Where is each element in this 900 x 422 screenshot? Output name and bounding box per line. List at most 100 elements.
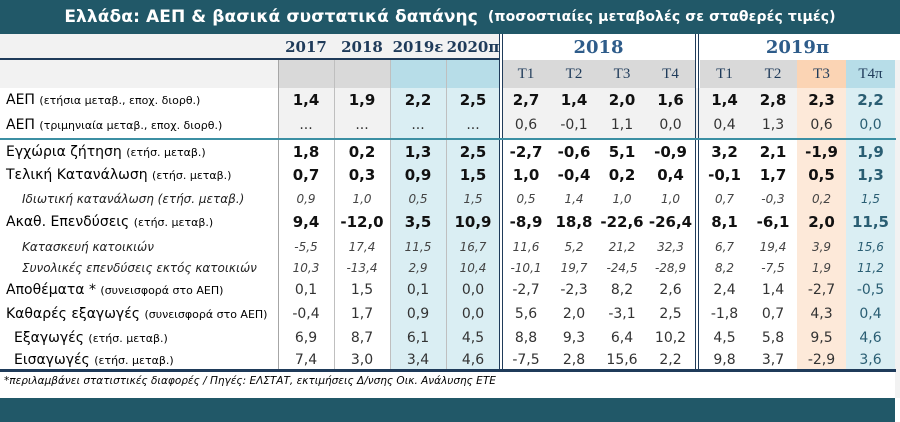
row-label-note: (ετήσ. μεταβ.): [133, 216, 214, 229]
table-row: Καθαρές εξαγωγές (συνεισφορά στο ΑΕΠ) -0,…: [0, 302, 900, 326]
q2019-t1-header: T1: [716, 66, 733, 82]
cell-value: ...: [411, 117, 425, 133]
cell-value: 5,1: [608, 143, 636, 161]
cell-value: 1,6: [657, 91, 684, 109]
cell-value: 1,4: [292, 91, 320, 109]
table-bottom-border: [0, 369, 896, 372]
col-header-2017: 2017: [285, 38, 327, 56]
cell-value: 3,6: [859, 352, 882, 368]
row-label-note: (ετήσια μεταβ., εποχ. διορθ.): [39, 94, 201, 107]
col-header-2019e: 2019ε: [392, 38, 444, 56]
q2019-t3-header: T3: [813, 66, 830, 82]
cell-value: 1,0: [612, 192, 632, 206]
row-label: Εξαγωγές (ετήσ. μεταβ.): [14, 326, 168, 351]
cell-value: 1,3: [761, 117, 785, 133]
cell-value: 6,7: [714, 240, 735, 254]
gdp-rows-bg-quarterly: [502, 88, 797, 138]
cell-value: 4,3: [810, 306, 833, 322]
cell-value: ...: [466, 117, 480, 133]
row-label-text: Εξαγωγές: [14, 330, 84, 346]
cell-value: 1,9: [348, 91, 376, 109]
quarter-header-row: T1 T2 T3 T4 T1 T2 T3 T4π: [0, 60, 900, 88]
cell-value: 3,4: [406, 352, 430, 368]
row-label-text: Τελική Κατανάλωση: [6, 167, 148, 183]
cell-value: 15,6: [606, 352, 638, 368]
cell-value: -7,5: [761, 261, 785, 275]
q2019-t4-header: T4π: [858, 66, 883, 82]
cell-value: 4,5: [461, 330, 485, 346]
cell-value: 2,9: [408, 261, 428, 275]
cell-value: 2,5: [459, 91, 487, 109]
right-edge: [895, 60, 900, 398]
q2019-t4-header-bg: [846, 60, 895, 88]
cell-value: -0,1: [708, 166, 741, 184]
row-label: Αποθέματα * (συνεισφορά στο ΑΕΠ): [6, 278, 223, 303]
cell-value: 7,4: [294, 352, 318, 368]
cell-value: 2,5: [659, 306, 682, 322]
cell-value: 0,5: [408, 192, 428, 206]
cell-value: -2,7: [512, 282, 540, 298]
cell-value: -3,1: [608, 306, 636, 322]
table-subtitle: (ποσοστιαίες μεταβολές σε σταθερές τιμές…: [487, 9, 836, 25]
cell-value: 2,0: [608, 91, 636, 109]
cell-value: 0,2: [608, 166, 636, 184]
cell-value: 3,2: [711, 143, 738, 161]
cell-value: 0,5: [808, 166, 835, 184]
table-row: ΑΕΠ (τριμηνιαία μεταβ., εποχ. διορθ.)...…: [0, 113, 900, 137]
cell-value: -2,3: [560, 282, 588, 298]
cell-value: -10,1: [510, 261, 542, 275]
cell-value: 3,7: [761, 352, 785, 368]
cell-value: 8,7: [350, 330, 374, 346]
cell-value: 9,4: [292, 213, 320, 231]
cell-value: 0,5: [516, 192, 536, 206]
cell-value: 2,6: [659, 282, 682, 298]
cell-value: 0,2: [348, 143, 376, 161]
cell-value: -0,4: [292, 306, 320, 322]
cell-value: 1,5: [463, 192, 483, 206]
group-divider-line: [499, 34, 503, 369]
cell-value: -26,4: [648, 213, 693, 231]
cell-value: 3,5: [404, 213, 432, 231]
cell-value: -0,4: [557, 166, 591, 184]
cell-value: 0,7: [292, 166, 320, 184]
cell-value: 1,9: [857, 143, 884, 161]
row-label: Τελική Κατανάλωση (ετήσ. μεταβ.): [6, 163, 231, 188]
cell-value: 4,6: [859, 330, 882, 346]
cell-value: 0,9: [406, 306, 430, 322]
cell-value: 2,8: [562, 352, 586, 368]
cell-value: 0,9: [404, 166, 432, 184]
cell-value: 2,2: [404, 91, 432, 109]
cell-value: -0,3: [761, 192, 785, 206]
row-label-note: (τριμηνιαία μεταβ., εποχ. διορθ.): [39, 119, 223, 132]
cell-value: 0,4: [713, 117, 736, 133]
cell-value: 0,7: [714, 192, 735, 206]
cell-value: 5,6: [514, 306, 538, 322]
row-label-note: (συνεισφορά στο ΑΕΠ): [144, 308, 268, 321]
cell-value: -2,7: [807, 282, 836, 298]
cell-value: 18,8: [555, 213, 593, 231]
cell-value: 15,6: [857, 240, 884, 254]
cell-value: -1,8: [710, 306, 739, 322]
cell-value: 2,5: [459, 143, 487, 161]
cell-value: 4,6: [461, 352, 485, 368]
row-label: Εισαγωγές (ετήσ. μεταβ.): [14, 348, 174, 373]
row-label: Εγχώρια ζήτηση (ετήσ. μεταβ.): [6, 140, 206, 165]
cell-value: 0,9: [296, 192, 316, 206]
table-row: Ακαθ. Επενδύσεις (ετήσ. μεταβ.) 9,4 -12,0 3…: [0, 210, 900, 234]
cell-value: 2,4: [713, 282, 736, 298]
cell-value: 2,0: [562, 306, 586, 322]
grid-line: [278, 60, 279, 369]
row-label-note: (ετήσ. μεταβ.): [94, 354, 174, 367]
cell-value: 0,1: [294, 282, 318, 298]
cell-value: 0,0: [859, 117, 882, 133]
cell-value: 2,8: [759, 91, 787, 109]
cell-value: 2,7: [512, 91, 540, 109]
cell-value: 10,2: [654, 330, 687, 346]
cell-value: 6,9: [294, 330, 318, 346]
grid-line: [334, 60, 335, 369]
cell-value: -1,9: [805, 143, 838, 161]
cell-value: -12,0: [340, 213, 384, 231]
group-divider-line: [695, 34, 699, 369]
row-label-text: Εγχώρια ζήτηση: [6, 144, 122, 160]
cell-value: 2,2: [659, 352, 682, 368]
